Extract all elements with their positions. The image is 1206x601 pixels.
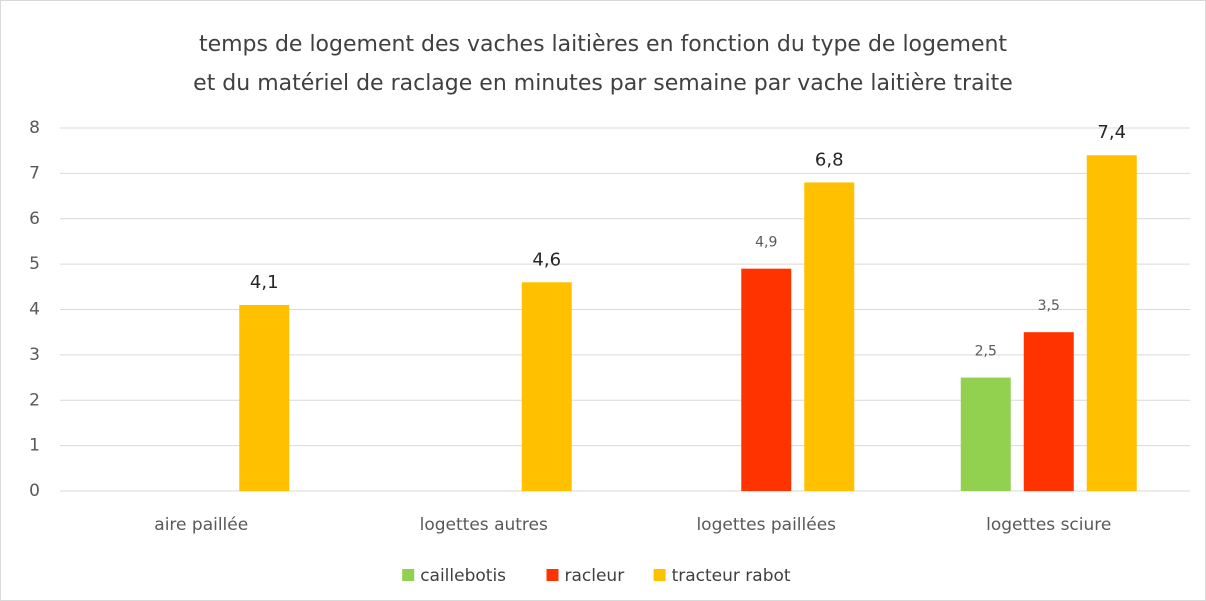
chart-title: et du matériel de raclage en minutes par… [193, 71, 1013, 96]
bar [741, 268, 792, 491]
legend-swatch [653, 569, 666, 581]
y-tick-label: 6 [29, 209, 40, 229]
y-tick-label: 7 [29, 163, 40, 183]
value-label: 7,4 [1097, 122, 1126, 143]
legend-label: tracteur rabot [672, 566, 791, 586]
x-tick-label: logettes autres [420, 515, 548, 535]
y-tick-label: 3 [29, 345, 40, 365]
legend-swatch [402, 569, 415, 581]
value-label: 6,8 [815, 149, 844, 170]
x-tick-label: logettes paillées [696, 515, 836, 535]
bar [804, 182, 855, 491]
y-tick-label: 8 [29, 118, 40, 138]
bar [521, 282, 572, 491]
bar [960, 377, 1011, 491]
legend-label: caillebotis [420, 566, 506, 586]
bar [1086, 155, 1137, 491]
chart-title: temps de logement des vaches laitières e… [199, 32, 1007, 57]
x-tick-label: logettes sciure [986, 515, 1111, 535]
value-label: 4,9 [755, 235, 777, 251]
value-label: 3,5 [1038, 298, 1060, 314]
legend-swatch [546, 569, 559, 581]
bar [1023, 332, 1074, 491]
y-tick-label: 2 [29, 390, 40, 410]
x-tick-label: aire paillée [154, 515, 248, 535]
bar [239, 304, 290, 491]
y-tick-label: 1 [29, 436, 40, 456]
y-tick-label: 0 [29, 481, 40, 501]
y-tick-label: 5 [29, 254, 40, 274]
y-tick-label: 4 [29, 300, 40, 320]
value-label: 4,6 [532, 249, 561, 270]
value-label: 4,1 [250, 272, 279, 293]
value-label: 2,5 [975, 344, 997, 360]
legend-label: racleur [565, 566, 625, 586]
